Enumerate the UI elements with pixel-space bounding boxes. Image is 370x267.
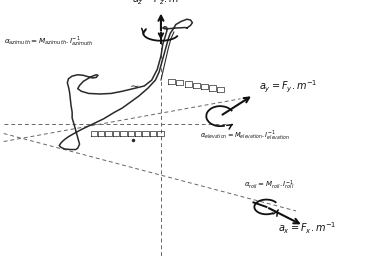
Text: $\alpha_{azimuth}=M_{azimuth}.I_{azimuth}^{-1}$: $\alpha_{azimuth}=M_{azimuth}.I_{azimuth… [4, 35, 93, 48]
Text: $\alpha_{elevation}=M_{elevation}.I_{elevation}^{-1}$: $\alpha_{elevation}=M_{elevation}.I_{ele… [200, 128, 290, 142]
Text: $\sim$: $\sim$ [127, 80, 139, 91]
Text: $a_y=F_y.m^{-1}$: $a_y=F_y.m^{-1}$ [259, 78, 317, 95]
Text: $\alpha_{roll}=M_{roll}.I_{roll}^{-1}$: $\alpha_{roll}=M_{roll}.I_{roll}^{-1}$ [244, 179, 295, 192]
Text: $a_x=F_x.m^{-1}$: $a_x=F_x.m^{-1}$ [278, 221, 336, 236]
Text: $a_z=F_z.m^{-1}$: $a_z=F_z.m^{-1}$ [132, 0, 190, 7]
